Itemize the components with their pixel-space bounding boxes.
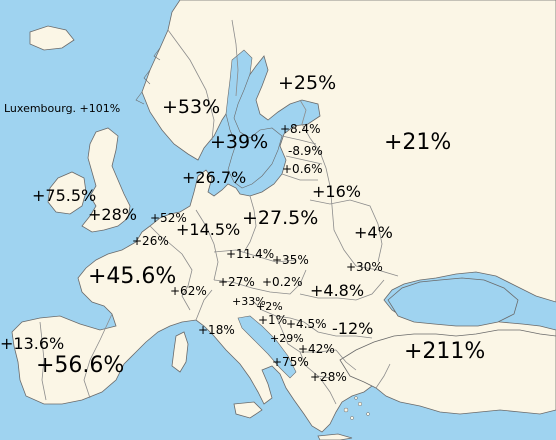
label-czechia: +11.4% [226, 247, 275, 261]
label-luxembourg-note: Luxembourg. +101% [4, 102, 121, 115]
label-norway: +53% [162, 96, 221, 118]
sardinia-corsica [171, 331, 189, 373]
label-france: +45.6% [88, 264, 177, 289]
label-ukraine: +4% [354, 223, 393, 242]
label-austria: +27% [218, 275, 255, 289]
label-belgium: +26% [132, 234, 169, 248]
anatolia-landmass [339, 329, 556, 415]
label-sweden: +39% [210, 131, 269, 153]
adriatic-sea [237, 315, 297, 379]
label-hungary: +0.2% [262, 275, 303, 289]
label-portugal: +13.6% [0, 334, 65, 353]
label-finland: +25% [278, 72, 337, 94]
label-lithuania: +0.6% [282, 162, 323, 176]
label-germany: +14.5% [176, 220, 241, 239]
island-top-left [29, 25, 75, 51]
label-bulgaria: -12% [332, 319, 374, 338]
crete [317, 433, 353, 440]
label-uk: +28% [88, 205, 137, 224]
label-greece: +28% [310, 370, 347, 384]
ireland [47, 171, 87, 215]
label-serbia: +4.5% [286, 317, 327, 331]
label-poland: +27.5% [242, 207, 319, 229]
label-latvia: -8.9% [288, 144, 323, 158]
label-turkey: +211% [404, 339, 486, 364]
great-britain [81, 127, 131, 233]
label-belarus: +16% [312, 182, 361, 201]
label-moldova: +30% [346, 260, 383, 274]
coast-details [135, 47, 161, 105]
country-borders [39, 19, 399, 405]
black-sea [387, 277, 519, 327]
sicily [233, 401, 263, 419]
label-kosovo: +42% [298, 342, 335, 356]
label-bosnia: +1% [258, 313, 288, 327]
label-switzerland: +62% [170, 284, 207, 298]
label-montenegro: +29% [270, 332, 304, 345]
label-italy: +18% [198, 323, 235, 337]
label-slovenia: +33% [232, 295, 266, 308]
label-russia: +21% [384, 130, 452, 155]
label-estonia: +8.4% [280, 122, 321, 136]
label-ireland: +75.5% [32, 186, 97, 205]
label-albania: +75% [272, 355, 309, 369]
label-spain: +56.6% [36, 353, 125, 378]
baltic-sea [225, 49, 283, 189]
label-denmark: +26.7% [182, 168, 247, 187]
aegean-islands [343, 396, 370, 420]
label-croatia: +2% [256, 300, 283, 313]
label-romania: +4.8% [310, 281, 365, 300]
label-slovakia: +35% [272, 253, 309, 267]
label-netherlands: +52% [150, 211, 187, 225]
